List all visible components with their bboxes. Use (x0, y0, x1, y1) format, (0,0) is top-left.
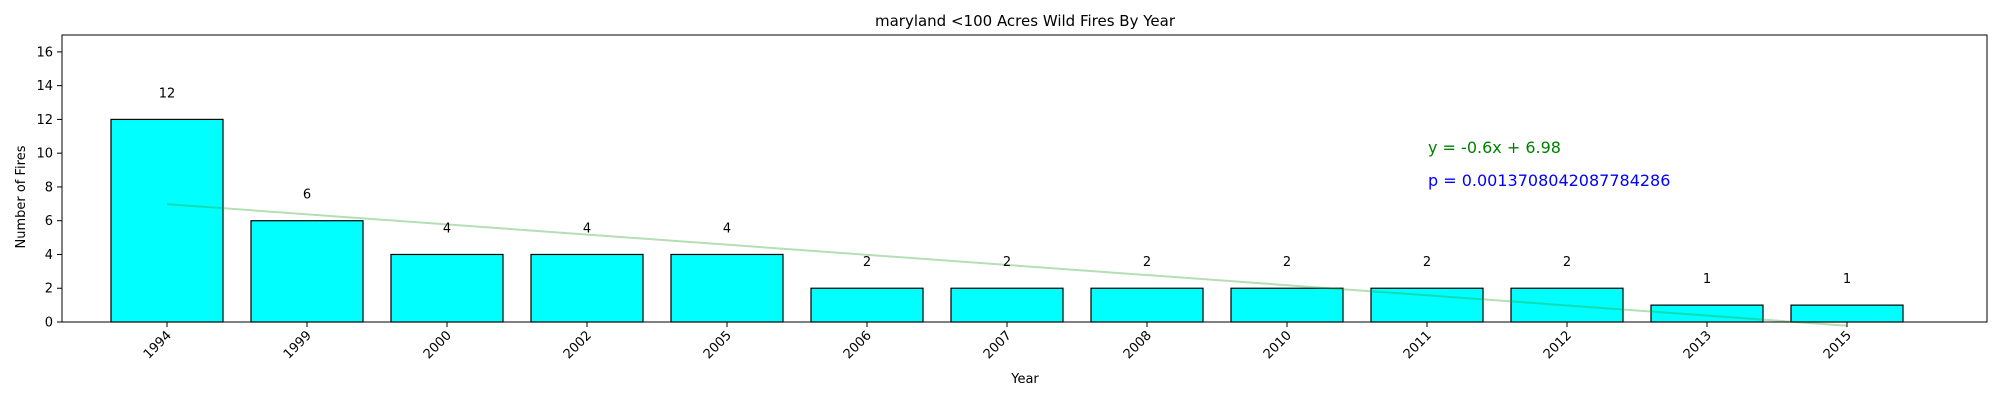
p-value-label: p = 0.0013708042087784286 (1428, 171, 1670, 190)
trendline-group (166, 203, 1848, 327)
bar-value-label-2002: 4 (583, 221, 591, 236)
bar-labels-group: 12 6 4 4 4 2 2 2 2 2 2 1 1 (159, 86, 1851, 287)
x-axis-label: Year (1010, 372, 1039, 387)
x-tick-label-2000: 2000 (421, 328, 455, 362)
x-tick-label-2007: 2007 (981, 328, 1015, 362)
bar-2002 (530, 253, 644, 323)
bar-value-label-2015: 1 (1843, 272, 1851, 287)
y-tick-label-14: 14 (36, 79, 53, 94)
x-tick-label-2005: 2005 (701, 328, 735, 362)
plot-frame (61, 34, 1988, 323)
y-tick-label-4: 4 (45, 248, 53, 263)
bar-value-label-2008: 2 (1143, 255, 1151, 270)
bar-1999 (250, 220, 364, 323)
chart-title: maryland <100 Acres Wild Fires By Year (875, 12, 1176, 30)
x-tick-label-2011: 2011 (1401, 328, 1435, 362)
bar-2005 (670, 253, 784, 323)
y-tick-label-12: 12 (36, 113, 53, 128)
bar-value-label-2007: 2 (1003, 255, 1011, 270)
bar-2007 (950, 287, 1064, 323)
bar-value-label-2012: 2 (1563, 255, 1571, 270)
x-tick-label-2013: 2013 (1681, 328, 1715, 362)
bar-value-label-2010: 2 (1283, 255, 1291, 270)
x-axis-ticks: 1994 1999 2000 2002 2005 2006 2007 2008 2010 2011… (141, 322, 1855, 362)
x-tick-label-2002: 2002 (561, 328, 595, 362)
bar-2008 (1090, 287, 1204, 323)
x-tick-label-2006: 2006 (841, 328, 875, 362)
bar-value-label-1999: 6 (303, 188, 311, 203)
y-tick-label-0: 0 (45, 316, 53, 331)
bar-2012 (1510, 287, 1624, 323)
bars-group (110, 118, 1904, 323)
x-tick-label-2012: 2012 (1541, 328, 1575, 362)
bar-2006 (810, 287, 924, 323)
bar-value-label-2011: 2 (1423, 255, 1431, 270)
x-tick-label-1994: 1994 (141, 328, 175, 362)
bar-value-label-2005: 4 (723, 221, 731, 236)
y-tick-label-16: 16 (36, 45, 53, 60)
trendline (166, 203, 1848, 327)
bar-value-label-1994: 12 (159, 86, 176, 101)
y-tick-label-10: 10 (36, 147, 53, 162)
y-axis-label: Number of Fires (14, 145, 29, 248)
bar-value-label-2013: 1 (1703, 272, 1711, 287)
bar-value-label-2006: 2 (863, 255, 871, 270)
x-tick-label-2015: 2015 (1821, 328, 1855, 362)
bar-2011 (1370, 287, 1484, 323)
x-tick-label-1999: 1999 (281, 328, 315, 362)
bar-2015 (1790, 304, 1904, 323)
bar-2010 (1230, 287, 1344, 323)
y-tick-label-2: 2 (45, 282, 53, 297)
bar-1994 (110, 118, 224, 323)
x-tick-label-2008: 2008 (1121, 328, 1155, 362)
y-tick-label-8: 8 (45, 180, 53, 195)
bar-2000 (390, 253, 504, 323)
y-axis-ticks: 0 2 4 6 8 10 12 14 16 (36, 45, 62, 331)
x-tick-label-2010: 2010 (1261, 328, 1295, 362)
y-tick-label-6: 6 (45, 214, 53, 229)
bar-value-label-2000: 4 (443, 221, 451, 236)
trendline-equation: y = -0.6x + 6.98 (1428, 138, 1561, 157)
